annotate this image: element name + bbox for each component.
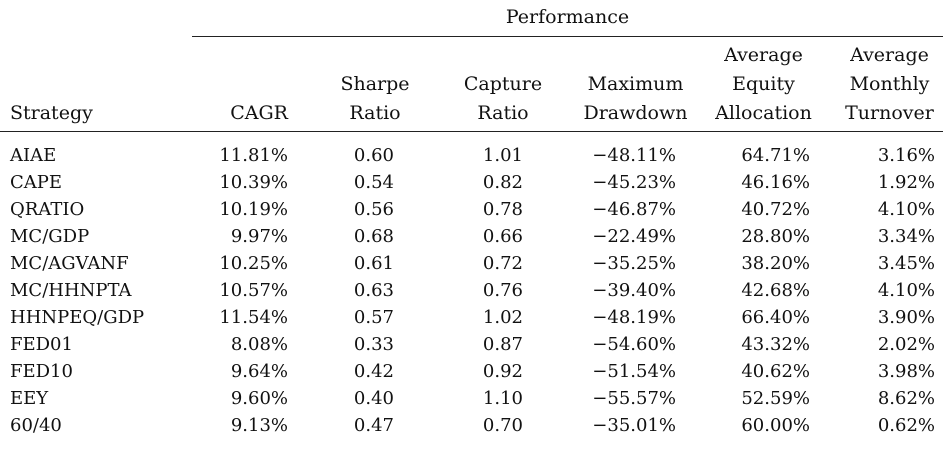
table-row: CAPE 10.39% 0.54 0.82 −45.23% 46.16% 1.9…	[0, 170, 943, 195]
cell-average-equity-allocation: 43.32%	[741, 334, 810, 355]
cell-capture-ratio: 1.02	[482, 307, 523, 328]
column-header-average-monthly-turnover: Average Monthly Turnover	[845, 44, 934, 124]
cell-maximum-drawdown: −22.49%	[592, 226, 676, 247]
cell-average-monthly-turnover: 3.16%	[877, 145, 935, 166]
cell-capture-ratio: 1.01	[482, 145, 523, 166]
cell-average-monthly-turnover: 8.62%	[877, 388, 935, 409]
table-row: FED10 9.64% 0.42 0.92 −51.54% 40.62% 3.9…	[0, 359, 943, 384]
cell-cagr: 11.81%	[219, 145, 288, 166]
cell-sharpe-ratio: 0.40	[353, 388, 394, 409]
cell-cagr: 9.64%	[230, 361, 288, 382]
cell-capture-ratio: 0.92	[482, 361, 523, 382]
cell-average-equity-allocation: 60.00%	[741, 415, 810, 436]
cell-cagr: 9.60%	[230, 388, 288, 409]
cell-average-monthly-turnover: 3.98%	[877, 361, 935, 382]
cell-maximum-drawdown: −46.87%	[592, 199, 676, 220]
cell-strategy: 60/40	[10, 415, 62, 436]
cell-strategy: FED10	[10, 361, 73, 382]
cell-cagr: 9.97%	[230, 226, 288, 247]
cell-maximum-drawdown: −48.11%	[592, 145, 676, 166]
cell-average-equity-allocation: 46.16%	[741, 172, 810, 193]
header-rule	[0, 131, 943, 133]
cell-maximum-drawdown: −54.60%	[592, 334, 676, 355]
table-row: EEY 9.60% 0.40 1.10 −55.57% 52.59% 8.62%	[0, 386, 943, 411]
cell-strategy: AIAE	[10, 145, 57, 166]
cell-sharpe-ratio: 0.61	[353, 253, 394, 274]
cell-cagr: 10.25%	[219, 253, 288, 274]
cell-maximum-drawdown: −35.25%	[592, 253, 676, 274]
cell-cagr: 10.57%	[219, 280, 288, 301]
cell-cagr: 10.19%	[219, 199, 288, 220]
cell-average-monthly-turnover: 3.45%	[877, 253, 935, 274]
cell-average-equity-allocation: 40.72%	[741, 199, 810, 220]
cell-sharpe-ratio: 0.54	[353, 172, 394, 193]
group-header-performance: Performance	[505, 6, 630, 28]
cell-sharpe-ratio: 0.60	[353, 145, 394, 166]
cell-strategy: EEY	[10, 388, 49, 409]
cell-cagr: 9.13%	[230, 415, 288, 436]
cell-sharpe-ratio: 0.33	[353, 334, 394, 355]
cell-sharpe-ratio: 0.56	[353, 199, 394, 220]
cell-capture-ratio: 0.76	[482, 280, 523, 301]
cell-capture-ratio: 1.10	[482, 388, 523, 409]
cell-cagr: 8.08%	[230, 334, 288, 355]
cell-strategy: CAPE	[10, 172, 63, 193]
cell-strategy: MC/GDP	[10, 226, 90, 247]
column-header-maximum-drawdown: Maximum Drawdown	[583, 73, 688, 124]
cell-strategy: MC/HHNPTA	[10, 280, 132, 301]
cell-sharpe-ratio: 0.42	[353, 361, 394, 382]
cell-average-monthly-turnover: 0.62%	[877, 415, 935, 436]
cell-maximum-drawdown: −39.40%	[592, 280, 676, 301]
table-row: QRATIO 10.19% 0.56 0.78 −46.87% 40.72% 4…	[0, 197, 943, 222]
cell-capture-ratio: 0.82	[482, 172, 523, 193]
cell-average-equity-allocation: 42.68%	[741, 280, 810, 301]
table-row: MC/AGVANF 10.25% 0.61 0.72 −35.25% 38.20…	[0, 251, 943, 276]
cell-strategy: QRATIO	[10, 199, 85, 220]
cell-sharpe-ratio: 0.57	[353, 307, 394, 328]
cell-average-equity-allocation: 66.40%	[741, 307, 810, 328]
cell-sharpe-ratio: 0.63	[353, 280, 394, 301]
group-header-rule	[192, 36, 943, 38]
cell-average-equity-allocation: 40.62%	[741, 361, 810, 382]
cell-average-monthly-turnover: 2.02%	[877, 334, 935, 355]
column-header-sharpe-ratio: Sharpe Ratio	[340, 73, 410, 124]
column-header-average-equity-allocation: Average Equity Allocation	[715, 44, 812, 124]
table-row: MC/GDP 9.97% 0.68 0.66 −22.49% 28.80% 3.…	[0, 224, 943, 249]
cell-average-equity-allocation: 52.59%	[741, 388, 810, 409]
cell-maximum-drawdown: −51.54%	[592, 361, 676, 382]
cell-maximum-drawdown: −48.19%	[592, 307, 676, 328]
cell-average-equity-allocation: 64.71%	[741, 145, 810, 166]
cell-strategy: HHNPEQ/GDP	[10, 307, 145, 328]
cell-capture-ratio: 0.70	[482, 415, 523, 436]
table-row: 60/40 9.13% 0.47 0.70 −35.01% 60.00% 0.6…	[0, 413, 943, 438]
cell-capture-ratio: 0.72	[482, 253, 523, 274]
table-row: HHNPEQ/GDP 11.54% 0.57 1.02 −48.19% 66.4…	[0, 305, 943, 330]
cell-sharpe-ratio: 0.47	[353, 415, 394, 436]
cell-average-monthly-turnover: 4.10%	[877, 280, 935, 301]
cell-average-equity-allocation: 38.20%	[741, 253, 810, 274]
column-header-cagr: CAGR	[230, 102, 288, 124]
cell-strategy: MC/AGVANF	[10, 253, 129, 274]
cell-capture-ratio: 0.78	[482, 199, 523, 220]
table-row: MC/HHNPTA 10.57% 0.63 0.76 −39.40% 42.68…	[0, 278, 943, 303]
cell-capture-ratio: 0.66	[482, 226, 523, 247]
cell-average-monthly-turnover: 1.92%	[877, 172, 935, 193]
table-row: AIAE 11.81% 0.60 1.01 −48.11% 64.71% 3.1…	[0, 143, 943, 168]
cell-maximum-drawdown: −45.23%	[592, 172, 676, 193]
column-header-strategy: Strategy	[10, 102, 93, 124]
cell-cagr: 11.54%	[219, 307, 288, 328]
cell-average-monthly-turnover: 3.90%	[877, 307, 935, 328]
cell-maximum-drawdown: −35.01%	[592, 415, 676, 436]
cell-average-monthly-turnover: 3.34%	[877, 226, 935, 247]
column-header-capture-ratio: Capture Ratio	[463, 73, 543, 124]
table-row: FED01 8.08% 0.33 0.87 −54.60% 43.32% 2.0…	[0, 332, 943, 357]
cell-average-equity-allocation: 28.80%	[741, 226, 810, 247]
cell-cagr: 10.39%	[219, 172, 288, 193]
cell-sharpe-ratio: 0.68	[353, 226, 394, 247]
cell-capture-ratio: 0.87	[482, 334, 523, 355]
cell-strategy: FED01	[10, 334, 73, 355]
cell-maximum-drawdown: −55.57%	[592, 388, 676, 409]
cell-average-monthly-turnover: 4.10%	[877, 199, 935, 220]
